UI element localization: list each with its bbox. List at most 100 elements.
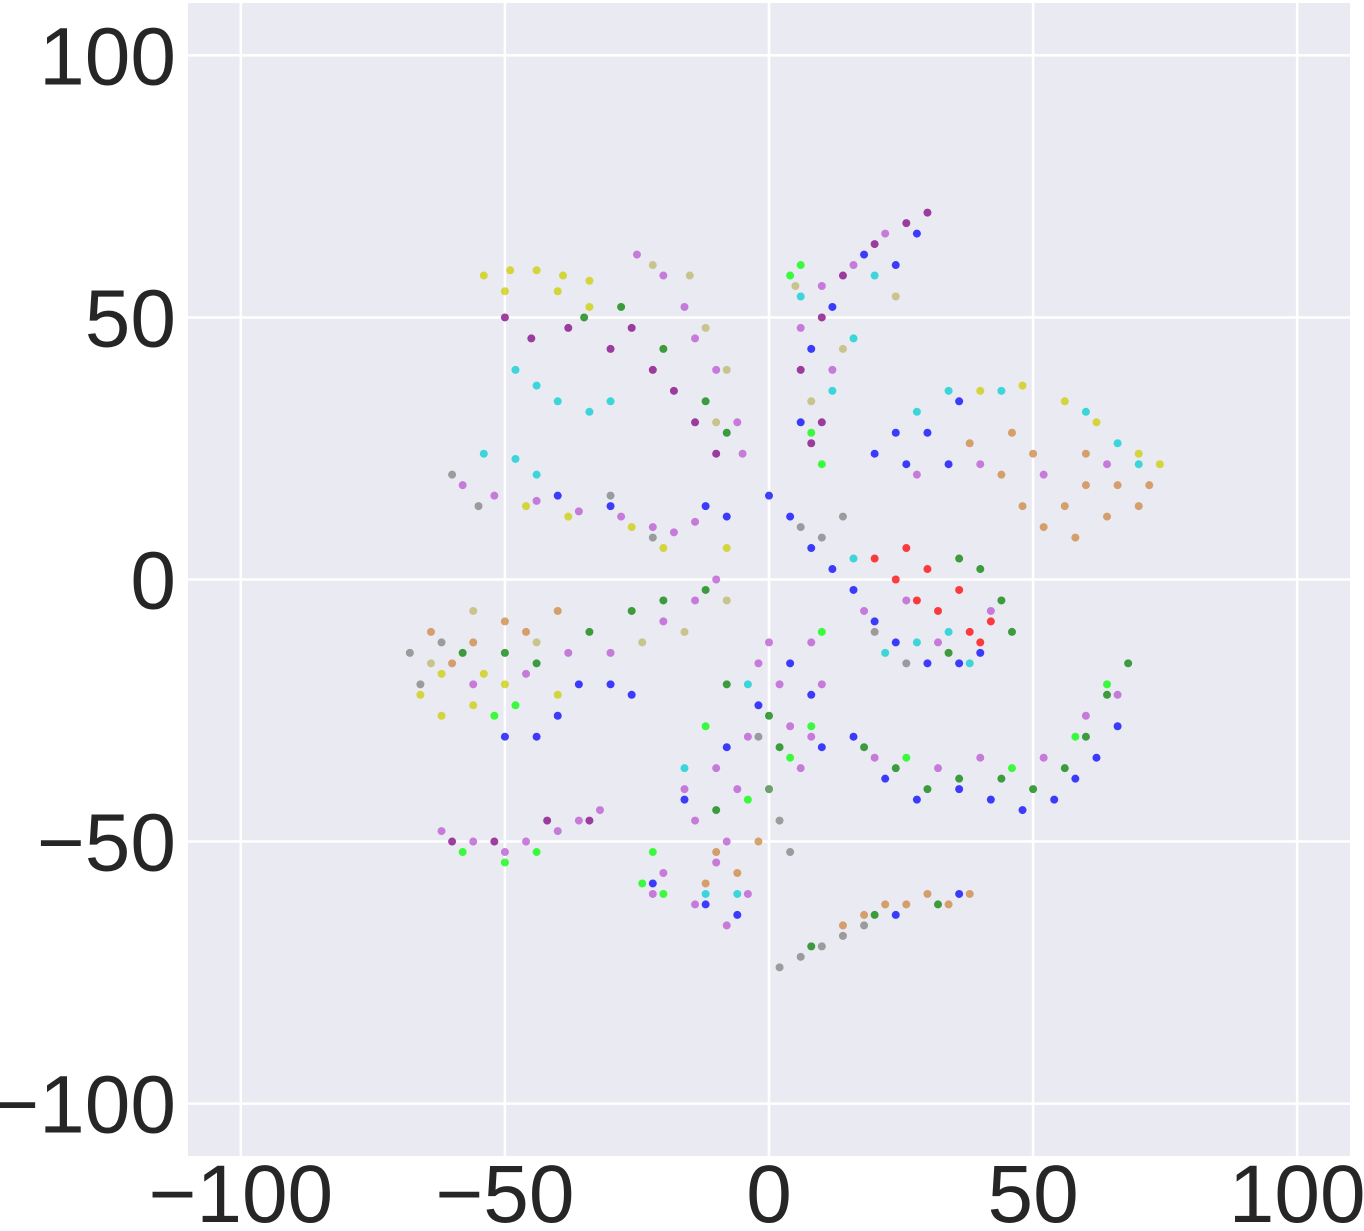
data-point — [891, 575, 900, 584]
data-point — [648, 848, 657, 857]
data-point — [553, 690, 562, 699]
data-point — [817, 680, 826, 689]
y-tick-label: 0 — [130, 536, 176, 627]
data-point — [701, 879, 710, 888]
data-point — [796, 292, 805, 301]
data-point — [490, 711, 499, 720]
data-point — [976, 565, 985, 574]
data-point — [522, 837, 531, 846]
data-point — [632, 250, 641, 259]
data-point — [912, 596, 921, 605]
data-point — [712, 858, 721, 867]
data-point — [807, 544, 816, 553]
data-point — [500, 848, 509, 857]
data-point — [553, 606, 562, 615]
data-point — [754, 837, 763, 846]
data-point — [944, 648, 953, 657]
data-point — [627, 690, 636, 699]
data-point — [685, 271, 694, 280]
data-point — [580, 313, 589, 322]
data-point — [553, 711, 562, 720]
data-point — [923, 659, 932, 668]
data-point — [754, 659, 763, 668]
data-point — [722, 596, 731, 605]
data-point — [448, 470, 457, 479]
data-point — [564, 512, 573, 521]
data-point — [786, 722, 795, 731]
data-point — [691, 418, 700, 427]
data-point — [955, 554, 964, 563]
data-point — [838, 921, 847, 930]
data-point — [955, 585, 964, 594]
data-point — [838, 512, 847, 521]
data-point — [722, 743, 731, 752]
data-point — [532, 848, 541, 857]
data-point — [532, 266, 541, 275]
data-point — [934, 764, 943, 773]
data-point — [722, 428, 731, 437]
data-point — [532, 638, 541, 647]
data-point — [976, 460, 985, 469]
data-point — [691, 517, 700, 526]
data-point — [437, 669, 446, 678]
data-point — [891, 910, 900, 919]
data-point — [912, 795, 921, 804]
data-point — [912, 638, 921, 647]
data-point — [701, 889, 710, 898]
data-point — [807, 690, 816, 699]
data-point — [585, 302, 594, 311]
data-point — [1113, 439, 1122, 448]
data-point — [638, 879, 647, 888]
data-point — [923, 565, 932, 574]
data-point — [807, 344, 816, 353]
data-point — [722, 512, 731, 521]
data-point — [912, 229, 921, 238]
data-point — [701, 722, 710, 731]
data-point — [955, 659, 964, 668]
data-point — [849, 261, 858, 270]
y-tick-label: 100 — [39, 11, 176, 102]
data-point — [1113, 690, 1122, 699]
data-point — [934, 638, 943, 647]
data-point — [870, 753, 879, 762]
data-point — [638, 638, 647, 647]
data-point — [722, 544, 731, 553]
data-point — [955, 397, 964, 406]
data-point — [606, 502, 615, 511]
data-point — [648, 261, 657, 270]
data-point — [532, 381, 541, 390]
data-point — [522, 502, 531, 511]
data-point — [860, 250, 869, 259]
data-point — [902, 596, 911, 605]
data-point — [944, 627, 953, 636]
data-point — [997, 774, 1006, 783]
data-point — [437, 638, 446, 647]
data-point — [500, 858, 509, 867]
data-point — [838, 931, 847, 940]
data-point — [997, 596, 1006, 605]
data-point — [754, 701, 763, 710]
data-point — [765, 491, 773, 500]
data-point — [627, 523, 636, 532]
data-point — [1134, 502, 1143, 511]
data-point — [469, 638, 478, 647]
data-point — [807, 732, 816, 741]
data-point — [849, 732, 858, 741]
data-point — [828, 565, 837, 574]
data-point — [902, 460, 911, 469]
data-point — [617, 302, 626, 311]
data-point — [648, 879, 657, 888]
data-point — [870, 449, 879, 458]
data-point — [627, 606, 636, 615]
data-point — [891, 261, 900, 270]
data-point — [511, 365, 520, 374]
data-point — [986, 795, 995, 804]
data-point — [1134, 460, 1143, 469]
data-point — [902, 544, 911, 553]
data-point — [1145, 481, 1154, 490]
data-point — [458, 481, 467, 490]
data-point — [807, 722, 816, 731]
data-point — [934, 606, 943, 615]
data-point — [490, 837, 499, 846]
data-point — [870, 240, 879, 249]
